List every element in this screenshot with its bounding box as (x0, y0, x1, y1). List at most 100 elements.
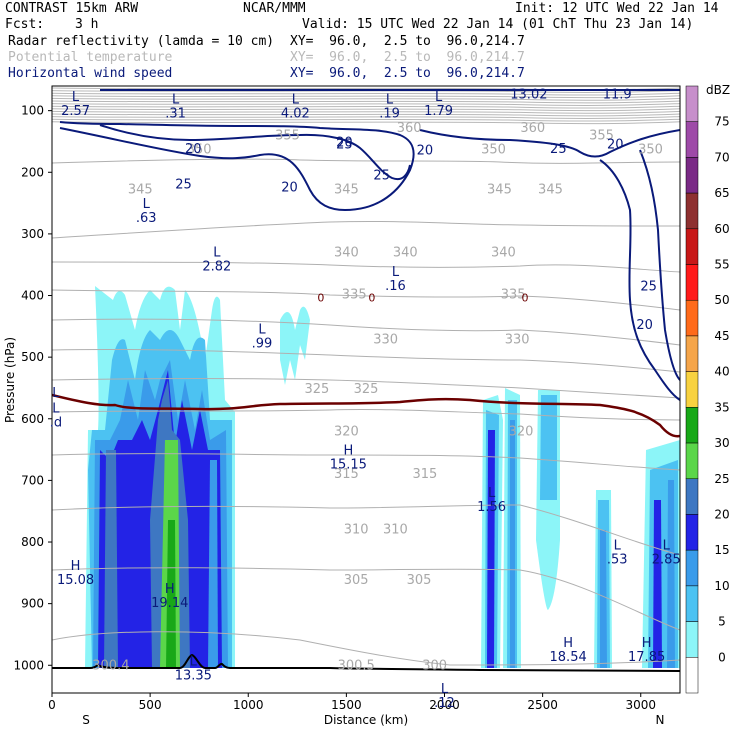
wind-label: 20 (281, 181, 298, 196)
theta-label: 320 (334, 425, 359, 440)
theta-label: 350 (481, 142, 506, 157)
extremum-marker: L (143, 197, 151, 212)
x-tick-label: 3000 (625, 698, 656, 712)
colorbar-swatch (685, 264, 699, 301)
theta-label: 330 (505, 333, 530, 348)
theta-label: 355 (275, 128, 300, 143)
extremum-value: 1.79 (424, 104, 453, 119)
colorbar-label: 60 (714, 222, 729, 236)
colorbar-swatch (685, 442, 699, 480)
colorbar-label: 65 (714, 186, 729, 200)
extremum-marker: L (190, 654, 198, 669)
colorbar-swatch (685, 157, 699, 194)
colorbar-label: 5 (718, 615, 726, 629)
colorbar-label: 10 (714, 579, 729, 593)
extremum-value: 13.02 (510, 87, 547, 102)
field-theta-name: Potential temperature (8, 50, 173, 65)
y-axis: 100 200 300 400 500 600 700 800 900 1000 (13, 104, 52, 672)
theta-contour-upper (52, 110, 680, 114)
colorbar-swatch (685, 335, 699, 372)
y-tick-label: 300 (21, 227, 44, 241)
x-axis-south-label: S (82, 713, 90, 727)
extremum-marker: L (72, 90, 80, 105)
theta-label: 320 (509, 425, 534, 440)
y-tick-label: 1000 (13, 658, 44, 672)
field-reflectivity-name: Radar reflectivity (lamda = 10 cm) (8, 34, 275, 49)
y-tick-label: 400 (21, 289, 44, 303)
x-tick-label: 1500 (331, 698, 362, 712)
y-tick-label: 500 (21, 350, 44, 364)
theta-label: 345 (487, 183, 512, 198)
colorbar-swatch (685, 192, 699, 230)
wind-label: 20 (636, 318, 653, 333)
forecast-hour: 3 h (75, 17, 99, 32)
reflectivity-field (85, 286, 680, 668)
theta-label: 350 (638, 142, 663, 157)
extremum-value: .d (50, 416, 62, 431)
extremum-value: 4.02 (281, 106, 310, 121)
colorbar-swatch (685, 514, 699, 551)
theta-contour-upper (52, 97, 680, 101)
wind-label: 20 (417, 144, 434, 159)
freezing-level-label: 0 (368, 291, 375, 304)
extremum-marker: L (386, 92, 394, 107)
extremum-value: .31 (165, 106, 186, 121)
colorbar-swatch (685, 657, 699, 694)
extremum-marker: L (392, 265, 400, 280)
theta-label: 300.5 (338, 658, 375, 673)
theta-contour-upper (52, 92, 680, 96)
extremum-marker: L (435, 90, 443, 105)
field-theta-xy: XY= 96.0, 2.5 to 96.0,214.7 (290, 50, 525, 65)
theta-label: 345 (334, 183, 359, 198)
theta-contour-upper (52, 118, 680, 122)
x-axis-title: Distance (km) (324, 713, 408, 727)
theta-label: 325 (305, 382, 330, 397)
y-tick-label: 700 (21, 473, 44, 487)
theta-label: 340 (393, 246, 418, 261)
x-tick-label: 500 (139, 698, 162, 712)
extremum-marker: L (614, 538, 622, 553)
colorbar-swatch (685, 585, 699, 622)
wind-label: 25 (336, 138, 353, 153)
theta-label: 345 (128, 183, 153, 198)
wind-label: 25 (550, 142, 567, 157)
x-axis-north-label: N (656, 713, 665, 727)
extremum-value: 15.15 (330, 458, 367, 473)
colorbar-swatch (685, 549, 699, 587)
y-tick-label: 600 (21, 412, 44, 426)
colorbar-label: 70 (714, 150, 729, 164)
x-tick-label: 2000 (429, 698, 460, 712)
colorbar-swatch (685, 228, 699, 265)
theta-contour-upper (52, 116, 680, 119)
extremum-value: 1.56 (477, 500, 506, 515)
extremum-marker: L (52, 386, 60, 401)
colorbar-label: 20 (714, 507, 729, 521)
extremum-marker: L (52, 402, 60, 417)
x-tick-label: 1000 (233, 698, 264, 712)
extremum-marker: H (71, 559, 81, 574)
colorbar-label: 75 (714, 115, 729, 129)
extremum-value: 17.85 (628, 650, 665, 665)
theta-label: 310 (344, 523, 369, 538)
extremum-value: 2.85 (652, 552, 681, 567)
extremum-value: 11.9 (603, 87, 632, 102)
forecast-label: Fcst: (5, 17, 45, 32)
extremum-marker: L (213, 246, 221, 261)
theta-label: 300.4 (92, 658, 129, 673)
extremum-marker: H (563, 636, 573, 651)
colorbar-label: 35 (714, 400, 729, 414)
y-tick-label: 200 (21, 165, 44, 179)
wind-label: 25 (373, 168, 390, 183)
colorbar-swatch (685, 407, 699, 444)
freezing-level-label: 0 (521, 291, 528, 304)
extremum-value: .53 (607, 552, 628, 567)
wind-label: 25 (640, 279, 657, 294)
colorbar-label: 30 (714, 436, 729, 450)
colorbar-label: 25 (714, 472, 729, 486)
field-reflectivity-xy: XY= 96.0, 2.5 to 96.0,214.7 (290, 34, 525, 49)
agency-label: NCAR/MMM (243, 1, 306, 16)
theta-contour-upper (52, 105, 680, 109)
